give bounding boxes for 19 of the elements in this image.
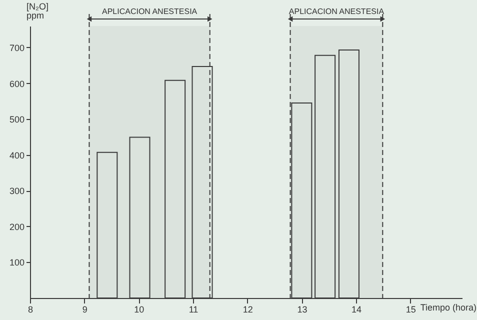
y-tick-label: 700	[9, 42, 24, 53]
y-axis-title: [N₂O] ppm	[26, 2, 48, 20]
x-tick-label: 12	[242, 304, 253, 314]
x-tick-label: 8	[28, 304, 34, 314]
x-tick-label: 14	[352, 304, 362, 314]
x-tick-label: 13	[297, 304, 308, 314]
y-tick-label: 100	[9, 258, 24, 268]
x-tick-label: 9	[82, 304, 88, 314]
x-tick-label: 10	[134, 304, 144, 314]
y-tick-label: 200	[9, 222, 24, 232]
band-label: APLICACION ANESTESIA	[102, 7, 198, 16]
x-tick-label: 15	[406, 304, 416, 314]
x-axis-title: Tiempo (hora)	[420, 302, 476, 312]
band-label: APLICACION ANESTESIA	[288, 7, 385, 16]
y-tick-label: 400	[9, 150, 24, 160]
y-tick-label: 600	[9, 78, 24, 89]
y-tick-label: 300	[9, 186, 24, 196]
x-tick-label: 11	[188, 304, 198, 314]
y-tick-label: 500	[9, 114, 24, 125]
